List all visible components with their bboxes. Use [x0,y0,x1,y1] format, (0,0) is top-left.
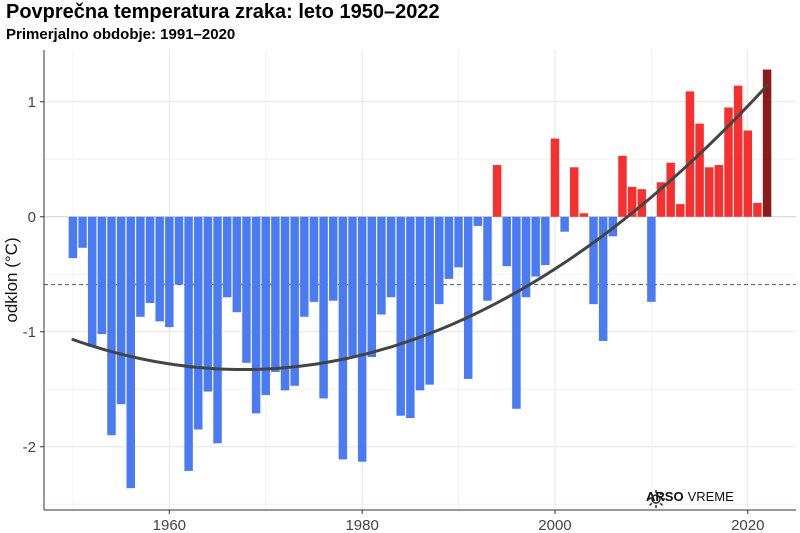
bar-1970 [261,216,270,395]
bar-1966 [222,216,232,298]
bar-1978 [338,216,348,460]
bar-1995 [502,216,512,267]
bar-2010 [647,216,656,302]
bar-1985 [406,216,415,418]
bar-1964 [203,216,213,392]
bar-1990 [454,216,463,268]
bar-1980 [357,216,367,462]
x-tick-label: 1980 [345,517,378,533]
bar-1982 [377,216,386,315]
bar-1988 [435,216,444,305]
chart-title: Povprečna temperatura zraka: leto 1950–2… [6,1,440,23]
bar-1959 [155,216,164,322]
bar-2014 [685,91,695,217]
bar-2021 [753,202,762,217]
y-axis-label: odklon (°C) [2,237,21,322]
bar-1975 [309,216,319,302]
bar-1962 [184,216,193,471]
bar-2002 [570,167,579,217]
bar-2018 [724,107,733,217]
bar-1954 [107,216,116,436]
chart-subtitle: Primerjalno obdobje: 1991–2020 [6,26,236,43]
bar-1950 [68,216,78,259]
bar-2007 [618,155,627,217]
bar-1973 [290,216,299,386]
bar-1971 [271,216,280,372]
bar-2012 [666,162,675,217]
y-tick-label: 1 [28,94,36,111]
bar-1987 [425,216,434,385]
bar-1977 [328,216,338,301]
bar-1996 [512,216,521,409]
bar-1952 [87,216,97,347]
bar-1969 [251,216,261,414]
bar-2011 [656,182,666,217]
bar-2013 [676,204,685,217]
bar-1963 [194,216,203,430]
x-tick-label: 2020 [731,517,764,533]
bar-1999 [541,216,550,266]
bar-1976 [319,216,328,399]
bar-1989 [444,216,454,279]
bar-2003 [579,213,589,217]
bar-1965 [213,216,222,444]
bar-2009 [637,189,646,217]
logo-product: VREME [687,489,734,504]
bar-2001 [560,216,569,232]
bar-2004 [589,216,598,305]
bar-1955 [116,216,126,405]
bar-1958 [145,216,155,303]
bar-1953 [97,216,107,335]
bar-1967 [232,216,242,313]
bar-1981 [367,216,377,358]
arso-vreme-logo: ARSO VREME [646,489,734,508]
bar-1998 [531,216,540,277]
bar-1992 [473,216,483,226]
y-tick-label: 0 [28,209,36,226]
bar-1986 [415,216,425,391]
bar-1994 [492,165,502,217]
bar-1979 [348,216,357,356]
bar-1972 [280,216,290,391]
bar-1974 [300,216,309,317]
x-tick-label: 1960 [153,517,186,533]
bars-group [68,69,772,489]
bar-2017 [714,165,724,217]
bar-2016 [704,167,714,217]
bar-1993 [483,216,492,301]
bar-1960 [165,216,174,328]
bar-1984 [396,216,405,416]
bar-2008 [627,186,637,217]
bar-1951 [78,216,87,248]
bar-2015 [695,123,704,217]
bar-2019 [733,85,743,217]
trend-line [71,84,769,372]
bar-1961 [174,216,184,285]
bar-2000 [550,138,560,217]
bar-1991 [463,216,473,379]
bar-1957 [136,216,145,317]
bar-1956 [126,216,136,489]
y-tick-label: -1 [23,324,36,341]
bar-1997 [521,216,531,298]
y-tick-label: -2 [23,439,36,456]
bar-1968 [242,216,251,363]
bar-2020 [743,130,753,217]
x-tick-label: 2000 [538,517,571,533]
bar-2005 [598,216,608,341]
axes-group: -2 -1 0 1 1960 1980 2000 2020 [23,50,796,533]
bar-2022 [762,69,772,217]
bar-1983 [386,216,396,298]
sun-icon [647,490,665,508]
trend-line-group [71,84,769,372]
